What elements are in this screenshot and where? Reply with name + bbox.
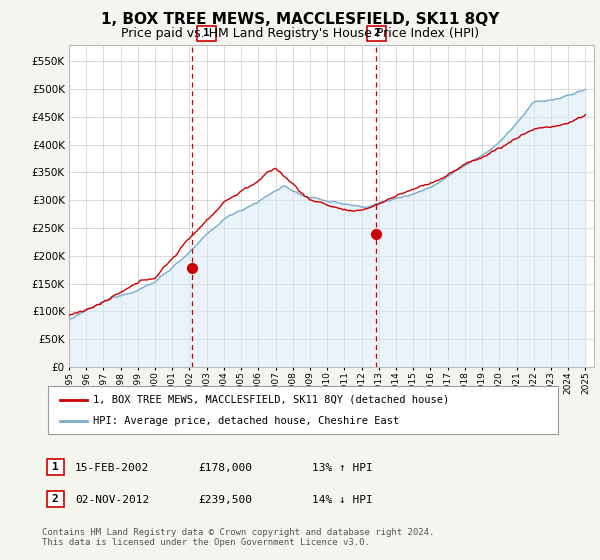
Text: 1: 1 <box>203 29 209 38</box>
Text: 1, BOX TREE MEWS, MACCLESFIELD, SK11 8QY (detached house): 1, BOX TREE MEWS, MACCLESFIELD, SK11 8QY… <box>93 395 449 405</box>
Text: 1: 1 <box>52 462 59 472</box>
Text: Price paid vs. HM Land Registry's House Price Index (HPI): Price paid vs. HM Land Registry's House … <box>121 27 479 40</box>
Text: 02-NOV-2012: 02-NOV-2012 <box>75 494 149 505</box>
FancyBboxPatch shape <box>197 26 215 41</box>
Text: 13% ↑ HPI: 13% ↑ HPI <box>312 463 373 473</box>
Text: 15-FEB-2002: 15-FEB-2002 <box>75 463 149 473</box>
Text: £178,000: £178,000 <box>198 463 252 473</box>
Text: HPI: Average price, detached house, Cheshire East: HPI: Average price, detached house, Ches… <box>93 416 399 426</box>
Text: 2: 2 <box>52 494 59 504</box>
FancyBboxPatch shape <box>367 26 386 41</box>
Text: £239,500: £239,500 <box>198 494 252 505</box>
Text: 14% ↓ HPI: 14% ↓ HPI <box>312 494 373 505</box>
Text: 1, BOX TREE MEWS, MACCLESFIELD, SK11 8QY: 1, BOX TREE MEWS, MACCLESFIELD, SK11 8QY <box>101 12 499 27</box>
Text: 2: 2 <box>373 29 380 38</box>
Text: Contains HM Land Registry data © Crown copyright and database right 2024.
This d: Contains HM Land Registry data © Crown c… <box>42 528 434 547</box>
